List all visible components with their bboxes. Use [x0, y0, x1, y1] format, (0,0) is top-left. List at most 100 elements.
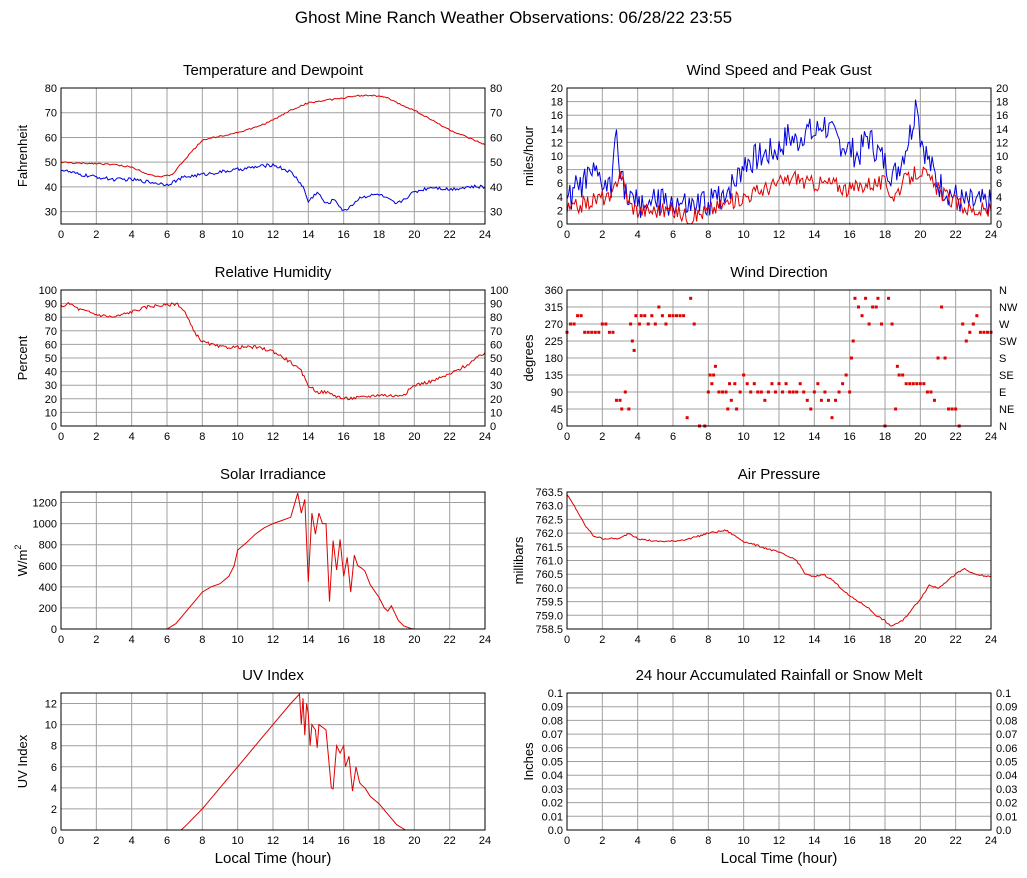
- y-tick-label: 14: [551, 124, 563, 136]
- x-tick-label: 12: [773, 634, 785, 646]
- x-tick-label: 4: [129, 634, 135, 646]
- x-tick-label: 0: [58, 229, 64, 241]
- data-point: [653, 322, 657, 326]
- x-tick-label: 2: [599, 634, 605, 646]
- x-tick-label: 12: [267, 431, 279, 443]
- series-line: [566, 494, 992, 627]
- x-tick-label: 12: [773, 835, 785, 847]
- y-tick-label: 0.04: [542, 770, 563, 782]
- data-point: [770, 382, 774, 386]
- data-point: [950, 407, 954, 411]
- data-point: [607, 330, 611, 334]
- y-tick-label: 763.5: [535, 487, 563, 499]
- data-point: [784, 382, 788, 386]
- compass-label: SW: [999, 336, 1017, 348]
- data-point: [985, 330, 989, 334]
- data-point: [911, 382, 915, 386]
- x-tick-label: 24: [985, 835, 997, 847]
- data-point: [841, 382, 845, 386]
- x-tick-label: 20: [914, 634, 926, 646]
- y-tick-label-right: 100: [490, 285, 508, 297]
- y-tick-label-right: 18: [996, 97, 1008, 109]
- y-tick-label-right: 80: [490, 312, 502, 324]
- x-tick-label: 10: [738, 431, 750, 443]
- data-point: [713, 364, 717, 368]
- data-point: [853, 296, 857, 300]
- data-point: [874, 305, 878, 309]
- data-point: [837, 390, 841, 394]
- data-point: [922, 382, 926, 386]
- data-point: [867, 322, 871, 326]
- data-point: [752, 382, 756, 386]
- data-point: [733, 382, 737, 386]
- x-tick-label: 4: [129, 431, 135, 443]
- data-point: [738, 390, 742, 394]
- x-tick-label: 2: [599, 229, 605, 241]
- x-tick-label: 12: [267, 634, 279, 646]
- uv-xlabel: Local Time (hour): [215, 850, 332, 867]
- data-point: [685, 416, 689, 420]
- y-tick-label: 30: [45, 380, 57, 392]
- y-tick-label: 0.02: [542, 798, 563, 810]
- x-tick-label: 12: [773, 431, 785, 443]
- wind-frame: [566, 87, 992, 225]
- y-tick-label: 4: [557, 192, 563, 204]
- x-tick-label: 12: [267, 229, 279, 241]
- compass-label: E: [999, 387, 1006, 399]
- y-tick-label: 315: [545, 302, 563, 314]
- data-point: [623, 390, 627, 394]
- x-tick-label: 20: [914, 835, 926, 847]
- y-tick-label-right: 70: [490, 326, 502, 338]
- y-tick-label: 20: [45, 394, 57, 406]
- compass-label: W: [999, 319, 1010, 331]
- y-tick-label-right: 0: [996, 219, 1002, 231]
- temp-frame: [60, 87, 486, 225]
- temp-title: Temperature and Dewpoint: [183, 62, 364, 79]
- y-tick-label: 760.0: [535, 583, 563, 595]
- y-tick-label: 761.5: [535, 542, 563, 554]
- data-point: [904, 382, 908, 386]
- x-tick-label: 18: [373, 835, 385, 847]
- x-tick-label: 4: [129, 229, 135, 241]
- data-point: [671, 314, 675, 318]
- y-tick-label-right: 20: [490, 394, 502, 406]
- data-point: [620, 407, 624, 411]
- y-tick-label: 0.06: [542, 743, 563, 755]
- y-tick-label-right: 2: [996, 205, 1002, 217]
- x-tick-label: 8: [199, 835, 205, 847]
- compass-label: S: [999, 353, 1006, 365]
- y-tick-label-right: 4: [996, 192, 1002, 204]
- x-tick-label: 16: [338, 229, 350, 241]
- x-tick-label: 16: [844, 431, 856, 443]
- y-tick-label: 12: [551, 137, 563, 149]
- x-tick-label: 22: [950, 835, 962, 847]
- x-tick-label: 16: [844, 229, 856, 241]
- y-tick-label-right: 30: [490, 207, 502, 219]
- rain-title: 24 hour Accumulated Rainfall or Snow Mel…: [636, 667, 924, 684]
- x-tick-label: 6: [670, 835, 676, 847]
- x-tick-label: 6: [164, 835, 170, 847]
- wdir-ylabel: degrees: [521, 334, 536, 381]
- data-point: [849, 356, 853, 360]
- y-tick-label-right: 30: [490, 380, 502, 392]
- y-tick-label: 70: [45, 326, 57, 338]
- data-point: [871, 305, 875, 309]
- y-tick-label: 18: [551, 97, 563, 109]
- data-point: [597, 330, 601, 334]
- y-tick-label: 1200: [33, 498, 57, 510]
- y-tick-label: 758.5: [535, 624, 563, 636]
- x-tick-label: 22: [444, 634, 456, 646]
- data-point: [678, 314, 682, 318]
- x-tick-label: 8: [705, 835, 711, 847]
- x-tick-label: 8: [199, 634, 205, 646]
- x-tick-label: 4: [635, 431, 641, 443]
- y-tick-label: 762.0: [535, 528, 563, 540]
- x-tick-label: 22: [950, 431, 962, 443]
- y-tick-label: 0.1: [548, 688, 563, 700]
- uv-title: UV Index: [242, 667, 304, 684]
- series-line: [60, 94, 486, 178]
- data-point: [572, 322, 576, 326]
- data-point: [788, 390, 792, 394]
- y-tick-label: 80: [45, 312, 57, 324]
- data-point: [611, 330, 615, 334]
